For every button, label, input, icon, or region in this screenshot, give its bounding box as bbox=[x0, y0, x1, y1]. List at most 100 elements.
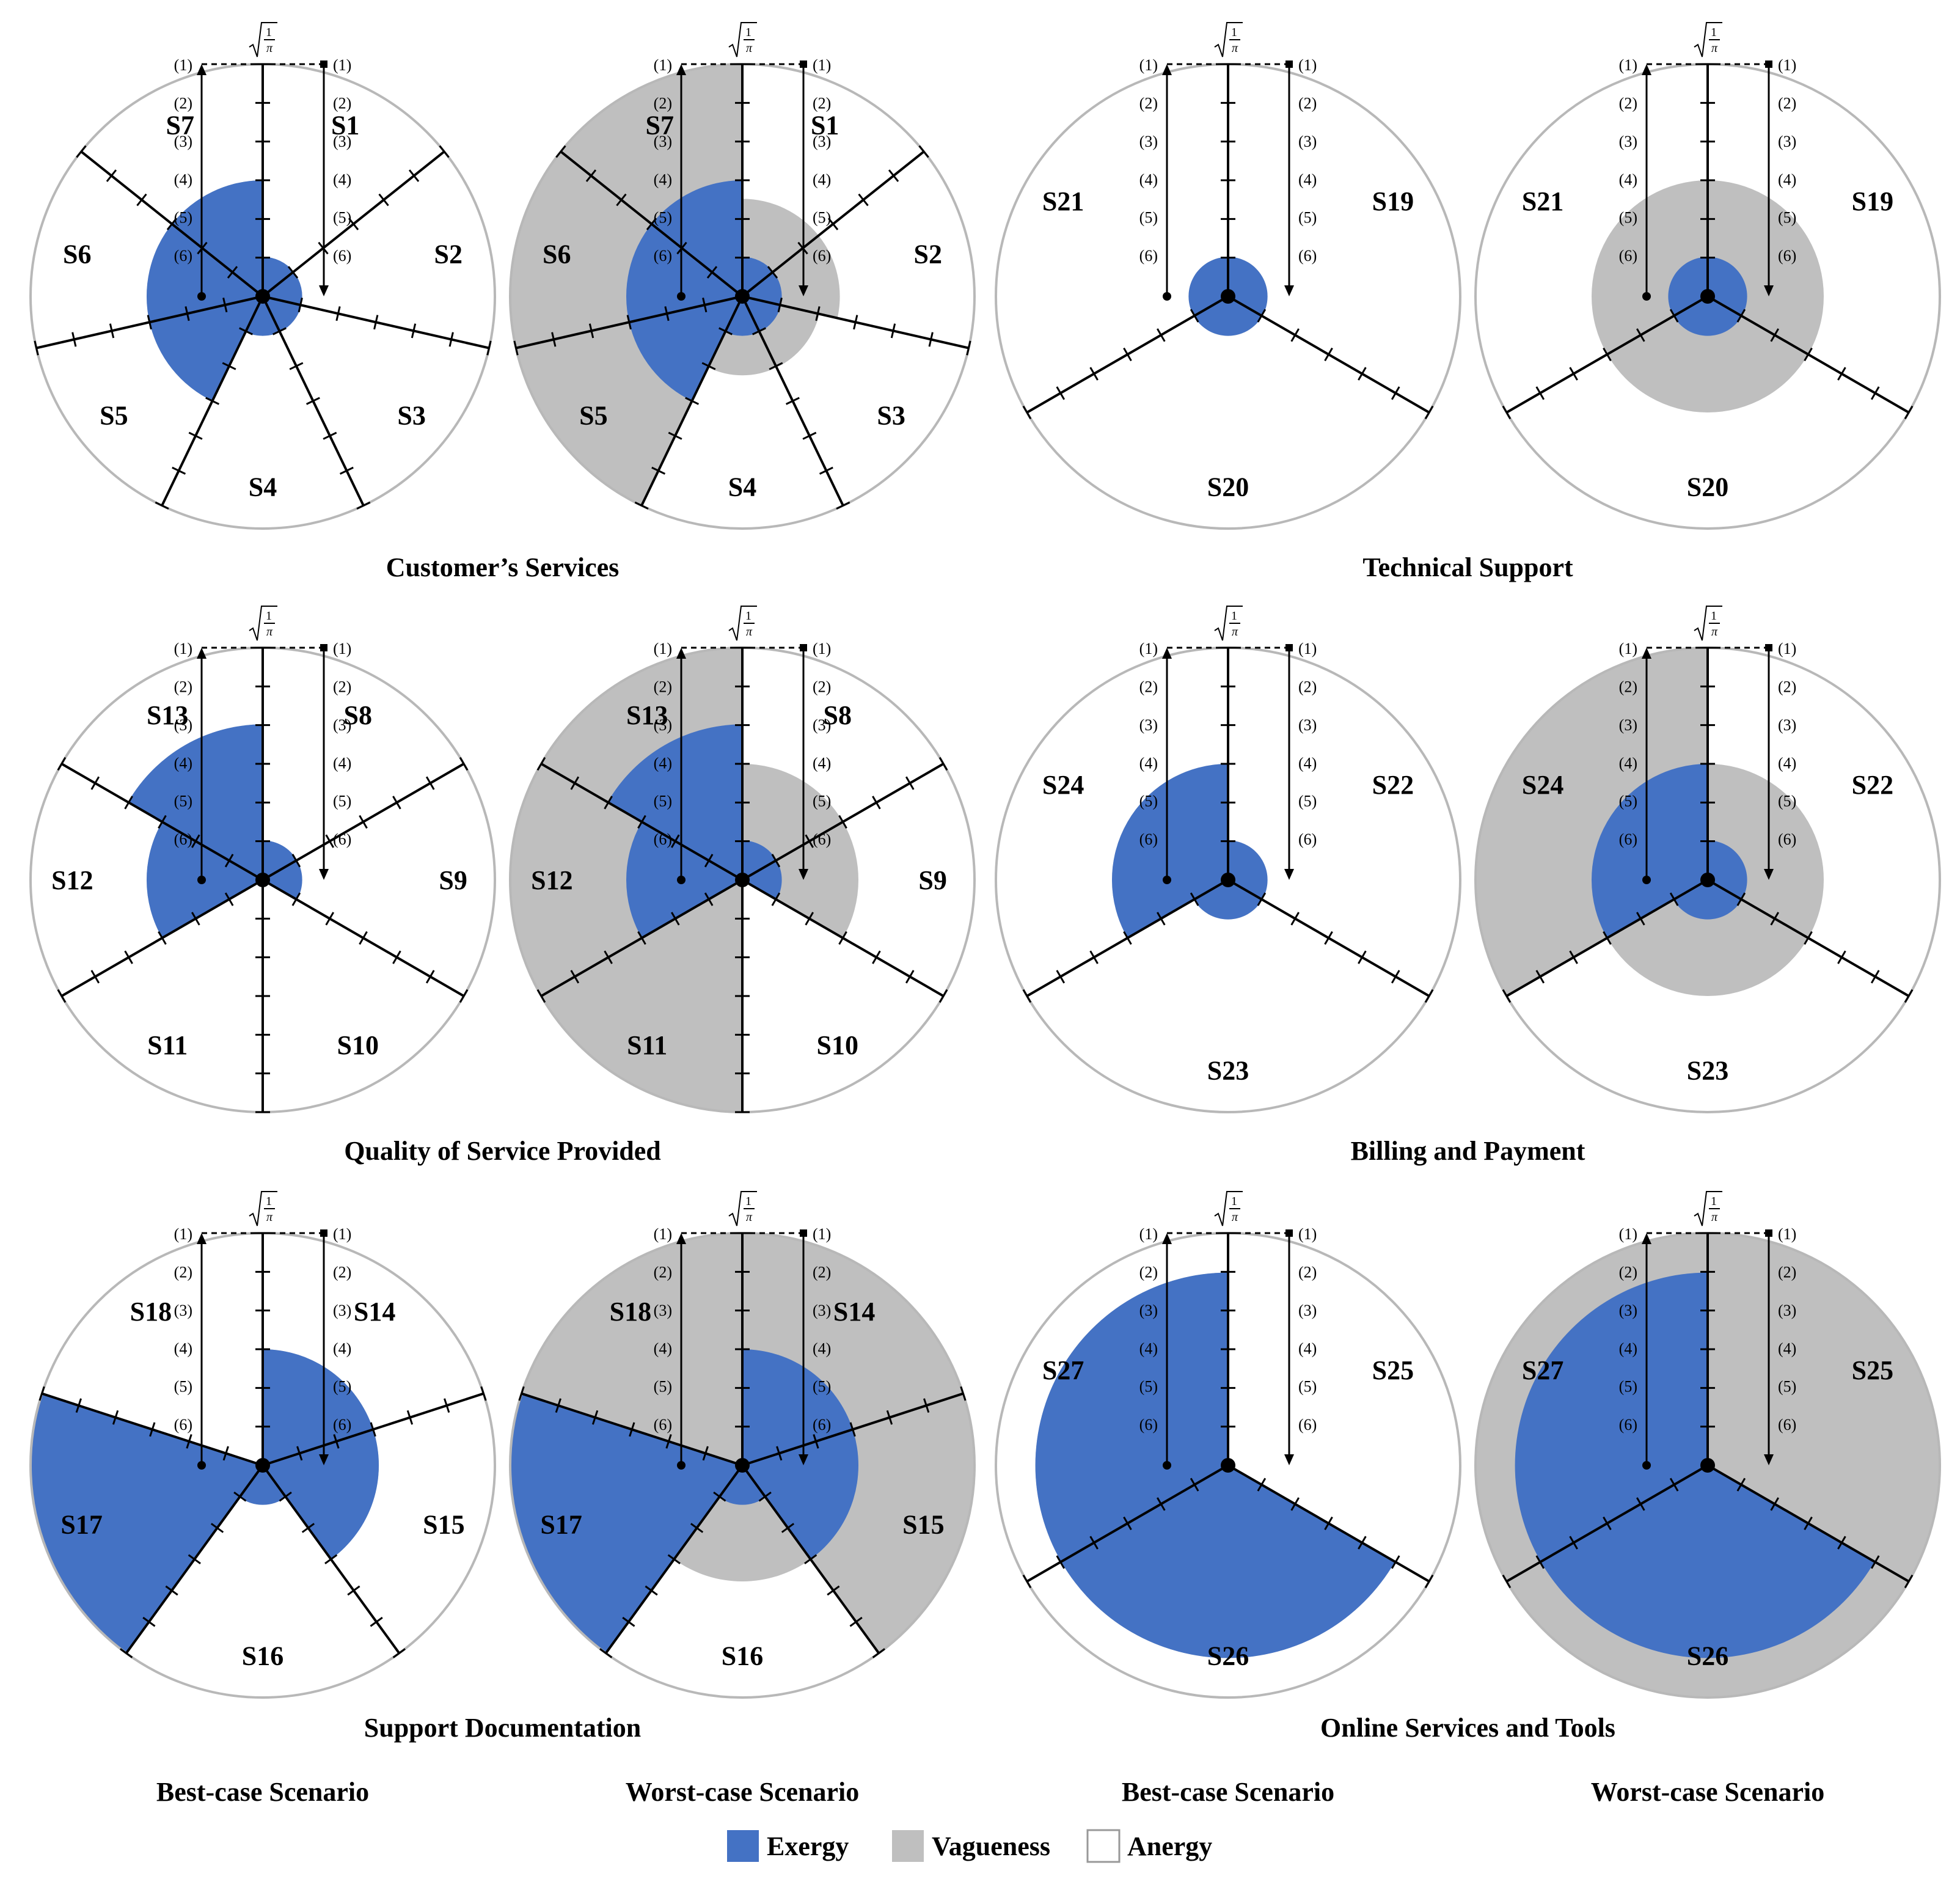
column-label: Worst-case Scenario bbox=[1591, 1777, 1824, 1807]
spoke-tick bbox=[291, 854, 301, 868]
sector-label: S24 bbox=[1522, 770, 1563, 800]
vagueness-sector bbox=[674, 1465, 811, 1581]
sector-label: S17 bbox=[540, 1509, 582, 1539]
spoke-tick bbox=[838, 815, 847, 829]
sector-label: S15 bbox=[902, 1509, 944, 1539]
legend-swatch-exergy bbox=[727, 1830, 759, 1862]
exergy-sector bbox=[245, 296, 280, 336]
spoke-tick bbox=[71, 332, 77, 347]
scale-start-square bbox=[800, 1229, 807, 1237]
scale-arrowhead-left bbox=[1162, 1233, 1172, 1244]
spoke-tick bbox=[486, 340, 492, 356]
sector-label: S25 bbox=[1852, 1355, 1893, 1385]
spoke-tick bbox=[886, 1410, 893, 1425]
spoke-tick bbox=[444, 1398, 450, 1413]
scale-tick-label: (4) bbox=[813, 170, 831, 188]
scale-tick-label: (4) bbox=[1778, 1339, 1796, 1357]
spoke-tick bbox=[923, 1398, 930, 1413]
spoke-tick bbox=[1391, 386, 1400, 400]
sqrt-denominator: π bbox=[266, 1211, 273, 1224]
spoke-tick bbox=[124, 950, 133, 964]
scale-arrowhead-right bbox=[799, 869, 808, 880]
scale-tick-label: (3) bbox=[1298, 1302, 1317, 1319]
spoke-tick bbox=[667, 1554, 681, 1564]
spoke-tick bbox=[439, 145, 450, 158]
scale-tick-label: (5) bbox=[654, 209, 672, 227]
sqrt-denominator: π bbox=[746, 42, 753, 55]
scale-tick-label: (4) bbox=[333, 170, 351, 188]
scale-tick-label: (1) bbox=[813, 56, 831, 74]
sector-label: S6 bbox=[63, 240, 91, 269]
scale-tick-label: (1) bbox=[1778, 1225, 1796, 1243]
spoke-tick bbox=[815, 306, 821, 321]
sector-label: S23 bbox=[1687, 1056, 1728, 1086]
sqrt-denominator: π bbox=[1232, 1211, 1238, 1224]
sector-label: S14 bbox=[833, 1297, 875, 1327]
exergy-sector bbox=[626, 224, 742, 323]
spoke-tick bbox=[1535, 386, 1545, 400]
sector-label: S21 bbox=[1042, 186, 1084, 216]
spoke-tick bbox=[1424, 989, 1434, 1003]
scale-tick-label: (4) bbox=[1298, 1339, 1317, 1357]
scale-tick-label: (6) bbox=[813, 830, 831, 848]
spoke-tick bbox=[827, 1585, 840, 1596]
sqrt-sign bbox=[1214, 22, 1243, 57]
spoke-tick bbox=[1056, 970, 1066, 984]
spoke-tick bbox=[325, 834, 334, 848]
scale-tick-label: (4) bbox=[333, 754, 351, 772]
scale-start-square bbox=[1285, 60, 1293, 68]
scale-tick-label: (6) bbox=[1778, 247, 1796, 265]
scale-tick-label: (5) bbox=[1139, 1378, 1158, 1396]
spoke-tick bbox=[1502, 989, 1512, 1003]
spoke-tick bbox=[1636, 328, 1645, 342]
spoke-tick bbox=[938, 756, 948, 771]
spoke-tick bbox=[1257, 1478, 1267, 1492]
scale-tick-label: (4) bbox=[654, 170, 672, 188]
spoke-tick bbox=[776, 1446, 783, 1461]
scale-start-square bbox=[1285, 1229, 1293, 1237]
scale-tick-label: (1) bbox=[174, 1225, 192, 1243]
spoke-tick bbox=[347, 1585, 360, 1596]
spoke-tick bbox=[1636, 1497, 1645, 1511]
spoke-tick bbox=[849, 1616, 863, 1627]
sector-label: S20 bbox=[1687, 472, 1728, 502]
sqrt-sign bbox=[728, 606, 757, 641]
sqrt-sign bbox=[728, 22, 757, 57]
exergy-sector bbox=[742, 296, 781, 332]
spoke-tick bbox=[713, 1491, 726, 1502]
spoke-tick bbox=[555, 1398, 561, 1413]
center-dot bbox=[735, 289, 750, 304]
spoke-tick bbox=[356, 501, 371, 510]
scale-tick-label: (5) bbox=[813, 1378, 831, 1396]
exergy-sector bbox=[146, 224, 263, 323]
spoke-tick bbox=[599, 1648, 613, 1658]
group-title: Support Documentation bbox=[364, 1713, 642, 1743]
scale-tick-label: (4) bbox=[654, 754, 672, 772]
scale-tick-label: (5) bbox=[654, 793, 672, 810]
sqrt-sign bbox=[249, 1191, 277, 1226]
scale-tick-label: (3) bbox=[333, 133, 351, 150]
exergy-sector bbox=[742, 840, 777, 880]
spoke-tick bbox=[555, 145, 566, 158]
sector-label: S12 bbox=[531, 865, 572, 895]
spoke-tick bbox=[1424, 1574, 1434, 1589]
spoke-tick bbox=[588, 323, 594, 339]
spoke-tick bbox=[1358, 950, 1367, 964]
sector-label: S3 bbox=[397, 400, 425, 430]
spoke-tick bbox=[704, 892, 714, 906]
sqrt-sign bbox=[1694, 606, 1722, 641]
scale-arrowhead-left bbox=[1642, 1233, 1651, 1244]
spoke-tick bbox=[802, 431, 817, 440]
spoke-tick bbox=[1736, 1478, 1746, 1492]
scale-tick-label: (3) bbox=[1778, 716, 1796, 734]
spoke-tick bbox=[758, 1491, 772, 1502]
spoke-tick bbox=[448, 332, 454, 347]
scale-tick-label: (6) bbox=[1778, 830, 1796, 848]
spoke-tick bbox=[1123, 347, 1132, 362]
spoke-tick bbox=[57, 756, 67, 771]
sqrt-numerator: 1 bbox=[1711, 1195, 1717, 1208]
spoke-tick bbox=[1190, 309, 1199, 323]
scale-arrowhead-left bbox=[1162, 648, 1172, 659]
spoke-tick bbox=[1391, 1555, 1400, 1569]
